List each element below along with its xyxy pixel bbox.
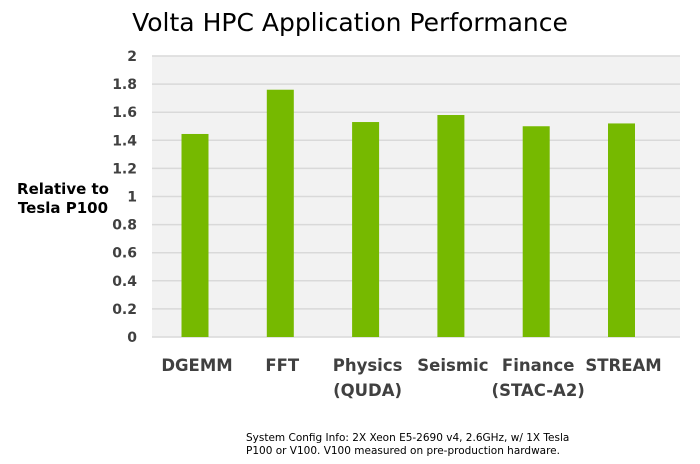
y-tick-label: 1.2 <box>112 161 137 177</box>
bar-fft <box>266 89 294 337</box>
x-tick-label: Finance <box>502 356 575 375</box>
y-tick-label: 1.4 <box>112 133 137 149</box>
x-tick-label: Physics <box>333 356 403 375</box>
chart-title: Volta HPC Application Performance <box>132 8 568 37</box>
x-tick-label: DGEMM <box>161 356 232 375</box>
bar-physics-quda- <box>352 122 380 337</box>
bar-dgemm <box>181 133 209 337</box>
x-tick-label: (STAC-A2) <box>492 381 585 400</box>
y-tick-label: 0.6 <box>112 246 137 262</box>
y-tick-label: 2 <box>127 49 137 65</box>
y-tick-label: 0.4 <box>112 274 137 290</box>
x-tick-label: Seismic <box>417 356 488 375</box>
y-tick-label: 0.8 <box>112 218 137 234</box>
y-tick-label: 1 <box>127 190 137 206</box>
y-tick-label: 1.8 <box>112 77 137 93</box>
y-tick-label: 1.6 <box>112 105 137 121</box>
bar-stream <box>608 123 635 337</box>
footer-line-2: P100 or V100. V100 measured on pre-produ… <box>246 445 560 457</box>
footer-note: System Config Info: 2X Xeon E5-2690 v4, … <box>246 432 569 458</box>
y-axis-label: Relative to Tesla P100 <box>17 180 109 217</box>
footer-line-1: System Config Info: 2X Xeon E5-2690 v4, … <box>246 432 570 444</box>
x-tick-label: (QUDA) <box>333 381 402 400</box>
bar-seismic <box>437 115 465 337</box>
bar-finance-stac-a2- <box>522 126 550 337</box>
x-tick-label: STREAM <box>585 356 661 375</box>
x-tick-label: FFT <box>265 356 300 375</box>
y-tick-label: 0 <box>127 330 137 346</box>
y-tick-label: 0.2 <box>112 302 137 318</box>
